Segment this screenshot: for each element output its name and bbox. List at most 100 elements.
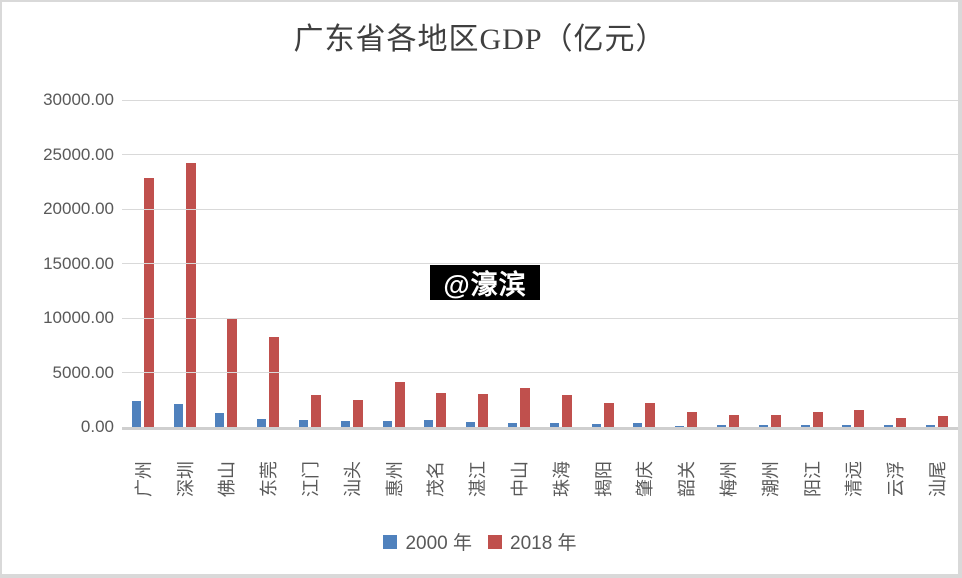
x-label-cell-惠州: 惠州 bbox=[373, 436, 415, 524]
x-label-cell-汕头: 汕头 bbox=[331, 436, 373, 524]
bar-2018年-韶关 bbox=[687, 412, 698, 427]
x-label-珠海: 珠海 bbox=[551, 461, 572, 497]
bar-2000年-汕头 bbox=[340, 420, 350, 427]
y-tick-label-25000: 25000.00 bbox=[43, 144, 114, 164]
bar-2000年-中山 bbox=[508, 422, 518, 427]
x-label-cell-清远: 清远 bbox=[833, 436, 875, 524]
bar-2000年-云浮 bbox=[884, 424, 894, 427]
bar-group-珠海 bbox=[540, 100, 582, 427]
x-label-云浮: 云浮 bbox=[886, 461, 907, 497]
bar-2018年-阳江 bbox=[812, 411, 823, 427]
bar-2018年-梅州 bbox=[729, 414, 740, 427]
bar-2018年-汕头 bbox=[352, 399, 363, 427]
bar-2000年-江门 bbox=[299, 420, 309, 427]
gridline-30000 bbox=[122, 99, 958, 101]
x-label-cell-珠海: 珠海 bbox=[540, 436, 582, 524]
x-label-佛山: 佛山 bbox=[217, 461, 238, 497]
bar-2000年-潮州 bbox=[758, 424, 768, 427]
bar-2018年-惠州 bbox=[394, 382, 405, 427]
bar-group-深圳 bbox=[164, 100, 206, 427]
x-label-cell-深圳: 深圳 bbox=[164, 436, 206, 524]
x-label-揭阳: 揭阳 bbox=[593, 461, 614, 497]
bar-group-阳江 bbox=[791, 100, 833, 427]
bar-group-茂名 bbox=[415, 100, 457, 427]
legend-label-2018: 2018 年 bbox=[510, 533, 577, 554]
bar-group-湛江 bbox=[456, 100, 498, 427]
x-label-cell-汕尾: 汕尾 bbox=[916, 436, 958, 524]
bar-2018年-湛江 bbox=[478, 393, 489, 427]
gridline-5000 bbox=[122, 372, 958, 373]
bar-2018年-茂名 bbox=[436, 393, 447, 427]
x-label-汕头: 汕头 bbox=[342, 461, 363, 497]
bar-2018年-汕尾 bbox=[938, 416, 949, 427]
bar-group-肇庆 bbox=[624, 100, 666, 427]
plot-area bbox=[122, 99, 958, 430]
gridline-15000 bbox=[122, 263, 958, 264]
x-label-cell-云浮: 云浮 bbox=[874, 436, 916, 524]
bar-2018年-广州 bbox=[143, 177, 154, 427]
gridline-10000 bbox=[122, 317, 958, 319]
x-label-茂名: 茂名 bbox=[426, 461, 447, 497]
bar-2018年-深圳 bbox=[185, 163, 196, 427]
watermark: @濠滨 bbox=[430, 265, 540, 300]
x-label-cell-韶关: 韶关 bbox=[665, 436, 707, 524]
bar-2000年-茂名 bbox=[424, 420, 434, 427]
bar-2000年-惠州 bbox=[382, 421, 392, 427]
x-label-cell-佛山: 佛山 bbox=[206, 436, 248, 524]
x-label-广州: 广州 bbox=[133, 461, 154, 497]
bar-2000年-广州 bbox=[131, 400, 141, 427]
x-label-cell-揭阳: 揭阳 bbox=[582, 436, 624, 524]
bar-group-潮州 bbox=[749, 100, 791, 427]
x-label-梅州: 梅州 bbox=[719, 461, 740, 497]
bar-2000年-清远 bbox=[842, 424, 852, 427]
bar-2000年-深圳 bbox=[173, 403, 183, 427]
legend-item-2000: 2000 年 bbox=[383, 528, 472, 555]
x-label-cell-广州: 广州 bbox=[122, 436, 164, 524]
x-label-肇庆: 肇庆 bbox=[635, 461, 656, 497]
bar-2018年-清远 bbox=[854, 409, 865, 427]
x-label-cell-肇庆: 肇庆 bbox=[624, 436, 666, 524]
bar-group-梅州 bbox=[707, 100, 749, 427]
y-tick-label-20000: 20000.00 bbox=[43, 199, 114, 218]
x-label-cell-阳江: 阳江 bbox=[791, 436, 833, 524]
bar-2018年-揭阳 bbox=[603, 403, 614, 427]
x-label-汕尾: 汕尾 bbox=[928, 461, 949, 497]
y-tick-label-0: 0.00 bbox=[80, 417, 114, 436]
bar-group-广州 bbox=[122, 100, 164, 427]
bar-2000年-珠海 bbox=[549, 422, 559, 427]
gridline-25000 bbox=[122, 154, 958, 155]
bar-2000年-汕尾 bbox=[926, 424, 936, 427]
x-label-清远: 清远 bbox=[844, 461, 865, 497]
bar-2000年-阳江 bbox=[800, 424, 810, 427]
bar-2018年-珠海 bbox=[561, 394, 572, 427]
x-label-cell-东莞: 东莞 bbox=[247, 436, 289, 524]
bar-2018年-云浮 bbox=[896, 417, 907, 427]
x-label-cell-湛江: 湛江 bbox=[456, 436, 498, 524]
bar-2000年-湛江 bbox=[466, 422, 476, 427]
chart-title: 广东省各地区GDP（亿元） bbox=[293, 23, 667, 56]
bar-2000年-揭阳 bbox=[591, 423, 601, 427]
bar-2018年-东莞 bbox=[269, 336, 280, 427]
x-label-cell-江门: 江门 bbox=[289, 436, 331, 524]
bar-group-揭阳 bbox=[582, 100, 624, 427]
legend: 2000 年 2018 年 bbox=[2, 528, 958, 555]
x-label-cell-茂名: 茂名 bbox=[415, 436, 457, 524]
x-axis-labels: 广州 深圳 佛山 东莞 江门 汕头 惠州 茂名 湛江 中山 珠海 揭阳 肇庆 韶关 梅州 潮州 阳江 清远 云浮 汕尾 bbox=[122, 436, 958, 524]
x-label-东莞: 东莞 bbox=[259, 461, 280, 497]
y-tick-label-30000: 30000.00 bbox=[43, 90, 114, 109]
x-label-cell-梅州: 梅州 bbox=[707, 436, 749, 524]
y-tick-label-10000: 10000.00 bbox=[43, 308, 114, 327]
x-label-韶关: 韶关 bbox=[677, 461, 698, 497]
x-label-cell-中山: 中山 bbox=[498, 436, 540, 524]
x-label-阳江: 阳江 bbox=[802, 461, 823, 497]
bar-2018年-中山 bbox=[520, 387, 531, 427]
x-label-cell-潮州: 潮州 bbox=[749, 436, 791, 524]
x-label-惠州: 惠州 bbox=[384, 461, 405, 497]
gridline-20000 bbox=[122, 208, 958, 210]
bar-group-中山 bbox=[498, 100, 540, 427]
bar-2000年-韶关 bbox=[675, 425, 685, 427]
y-tick-label-15000: 15000.00 bbox=[43, 253, 114, 273]
bar-2000年-东莞 bbox=[257, 419, 267, 427]
legend-label-2000: 2000 年 bbox=[405, 533, 472, 554]
